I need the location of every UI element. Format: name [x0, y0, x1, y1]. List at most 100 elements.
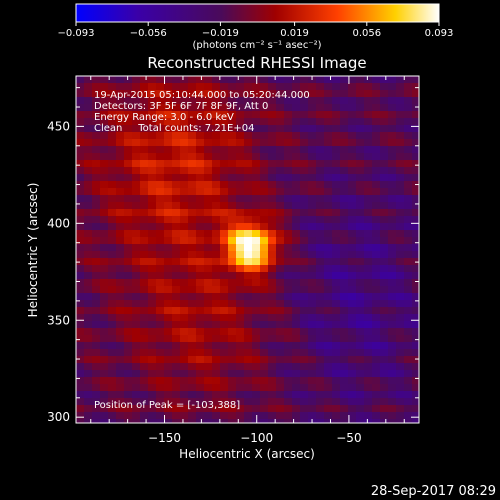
heatmap-cell [172, 321, 181, 329]
heatmap-cell [276, 279, 285, 287]
heatmap-cell [236, 398, 245, 406]
heatmap-cell [84, 328, 93, 336]
heatmap-cell [404, 342, 413, 350]
heatmap-cell [316, 384, 325, 392]
heatmap-cell [404, 405, 413, 413]
heatmap-cell [380, 237, 389, 245]
heatmap-cell [348, 370, 357, 378]
heatmap-cell [276, 363, 285, 371]
heatmap-cell [332, 419, 341, 423]
heatmap-cell [300, 125, 309, 133]
heatmap-cell [404, 160, 413, 168]
heatmap-cell [340, 307, 349, 315]
heatmap-cell [244, 265, 253, 273]
heatmap-cell [308, 405, 317, 413]
heatmap-cell [276, 97, 285, 105]
heatmap-cell [268, 188, 277, 196]
heatmap-cell [228, 300, 237, 308]
heatmap-cell [300, 377, 309, 385]
heatmap-cell [412, 118, 419, 126]
heatmap-cell [220, 412, 229, 420]
heatmap-cell [236, 419, 245, 423]
heatmap-cell [412, 83, 419, 91]
colorbar-ticks: −0.093 −0.056 −0.019 0.019 0.056 0.093 [57, 22, 453, 39]
heatmap-cell [244, 174, 253, 182]
heatmap-cell [204, 83, 213, 91]
heatmap-cell [372, 237, 381, 245]
heatmap-cell [412, 174, 419, 182]
heatmap-cell [404, 181, 413, 189]
heatmap-cell [164, 251, 173, 259]
heatmap-cell [108, 111, 117, 119]
heatmap-cell [276, 335, 285, 343]
heatmap-cell [132, 202, 141, 210]
heatmap-cell [132, 97, 141, 105]
heatmap-cell [284, 216, 293, 224]
heatmap-cell [220, 363, 229, 371]
heatmap-cell [124, 307, 133, 315]
heatmap-cell [212, 237, 221, 245]
heatmap-cell [260, 209, 269, 217]
heatmap-cell [84, 244, 93, 252]
heatmap-cell [300, 419, 309, 423]
heatmap-cell [316, 160, 325, 168]
heatmap-cell [300, 160, 309, 168]
heatmap-cell [156, 272, 165, 280]
heatmap-cell [348, 125, 357, 133]
heatmap-cell [308, 202, 317, 210]
heatmap-cell [116, 146, 125, 154]
heatmap-cell [324, 384, 333, 392]
heatmap-cell [172, 76, 181, 84]
heatmap-cell [276, 237, 285, 245]
heatmap-cell [260, 90, 269, 98]
heatmap-cell [180, 188, 189, 196]
heatmap-cell [132, 104, 141, 112]
heatmap-cell [172, 90, 181, 98]
heatmap-cell [124, 356, 133, 364]
colorbar-gradient [75, 3, 440, 23]
heatmap-cell [92, 272, 101, 280]
heatmap-cell [76, 377, 85, 385]
heatmap-cell [84, 370, 93, 378]
heatmap-cell [116, 412, 125, 420]
heatmap-cell [228, 181, 237, 189]
annotation-detectors: Detectors: 3F 5F 6F 7F 8F 9F, Att 0 [94, 101, 268, 112]
heatmap-cell [148, 335, 157, 343]
heatmap-cell [212, 293, 221, 301]
heatmap-cell [196, 174, 205, 182]
heatmap-cell [236, 153, 245, 161]
heatmap-cell [76, 251, 85, 259]
heatmap-cell [196, 188, 205, 196]
heatmap-cell [212, 174, 221, 182]
heatmap-cell [340, 412, 349, 420]
heatmap-cell [372, 328, 381, 336]
heatmap-cell [228, 342, 237, 350]
heatmap-cell [164, 300, 173, 308]
heatmap-cell [372, 335, 381, 343]
heatmap-cell [388, 132, 397, 140]
heatmap-cell [316, 97, 325, 105]
heatmap-cell [92, 181, 101, 189]
heatmap-cell [300, 209, 309, 217]
heatmap-cell [380, 216, 389, 224]
heatmap-cell [92, 223, 101, 231]
heatmap-cell [84, 104, 93, 112]
colorbar-tick-label: −0.056 [130, 28, 167, 39]
heatmap-cell [140, 97, 149, 105]
heatmap-cell [332, 321, 341, 329]
heatmap-cell [228, 174, 237, 182]
heatmap-cell [204, 258, 213, 266]
heatmap-cell [116, 223, 125, 231]
heatmap-cell [156, 139, 165, 147]
heatmap-cell [148, 230, 157, 238]
heatmap-cell [220, 202, 229, 210]
heatmap-cell [100, 90, 109, 98]
heatmap-cell [140, 370, 149, 378]
heatmap-cell [172, 223, 181, 231]
heatmap-cell [340, 279, 349, 287]
heatmap-cell [172, 391, 181, 399]
heatmap-cell [108, 286, 117, 294]
heatmap-cell [364, 314, 373, 322]
heatmap-cell [244, 314, 253, 322]
heatmap-cell [316, 230, 325, 238]
